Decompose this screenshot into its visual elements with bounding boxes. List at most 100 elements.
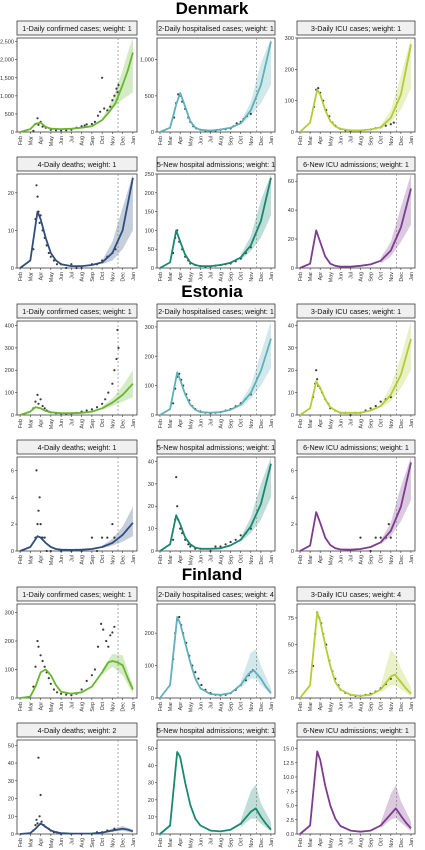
x-tick-label: Nov bbox=[249, 136, 255, 146]
x-tick-label: Feb bbox=[298, 702, 304, 711]
data-point bbox=[109, 634, 112, 637]
data-point bbox=[111, 382, 114, 385]
x-tick-label: Jul bbox=[208, 838, 214, 845]
x-tick-label: Aug bbox=[80, 419, 86, 429]
x-tick-label: Jan bbox=[269, 419, 275, 428]
data-point bbox=[107, 645, 110, 648]
panel-title: 3-Daily ICU cases; weight: 1 bbox=[311, 307, 401, 316]
panel-strip bbox=[156, 722, 276, 738]
data-point bbox=[36, 393, 39, 396]
y-tick-label: 6 bbox=[291, 468, 294, 474]
x-tick-label: Sep bbox=[90, 136, 96, 146]
x-tick-label: Sep bbox=[369, 555, 375, 565]
data-point bbox=[113, 369, 116, 372]
x-tick-label: Jan bbox=[409, 419, 415, 428]
panel-title: 2-Daily hospitalised cases; weight: 4 bbox=[158, 590, 274, 599]
y-tick-label: 500 bbox=[5, 112, 14, 118]
data-point bbox=[316, 378, 319, 381]
data-point bbox=[90, 536, 93, 539]
y-tick-label: 200 bbox=[5, 368, 14, 374]
data-point bbox=[379, 400, 382, 403]
x-tick-label: Mar bbox=[28, 555, 34, 564]
x-tick-label: Nov bbox=[389, 136, 395, 146]
panel-estonia-6: 6-New ICU admissions; weight: 1 0 2 4 6 Feb Ma… bbox=[291, 439, 416, 565]
panel-denmark-1: 1-Daily confirmed cases; weight: 1 0 500 1,… bbox=[0, 20, 138, 146]
x-tick-label: Aug bbox=[219, 272, 225, 282]
y-tick-label: 0 bbox=[291, 266, 294, 272]
y-tick-label: 250 bbox=[145, 172, 154, 178]
x-tick-label: Aug bbox=[219, 838, 225, 848]
x-tick-label: Apr bbox=[318, 272, 324, 281]
fit-line bbox=[20, 822, 134, 835]
x-tick-label: Jun bbox=[198, 136, 204, 145]
fit-line bbox=[159, 41, 272, 133]
y-tick-label: 1,000 bbox=[140, 58, 154, 64]
panel-strip bbox=[156, 156, 276, 172]
x-tick-label: Jan bbox=[409, 838, 415, 847]
data-point bbox=[105, 639, 108, 643]
data-point bbox=[101, 536, 104, 539]
x-tick-label: Jan bbox=[131, 555, 137, 564]
x-tick-label: Jan bbox=[131, 838, 137, 847]
y-tick-label: 75 bbox=[288, 616, 294, 622]
data-point bbox=[107, 391, 110, 394]
data-point bbox=[99, 110, 102, 113]
data-point bbox=[117, 83, 120, 87]
y-tick-label: 0 bbox=[291, 413, 294, 419]
country-title: Estonia bbox=[181, 282, 243, 301]
data-point bbox=[117, 346, 120, 349]
y-tick-label: 30 bbox=[8, 779, 14, 785]
uncertainty-band bbox=[240, 457, 271, 542]
x-tick-label: Feb bbox=[18, 838, 24, 847]
x-tick-label: Nov bbox=[110, 702, 116, 712]
y-tick-label: 40 bbox=[8, 761, 14, 767]
data-point bbox=[49, 682, 52, 685]
x-tick-label: Nov bbox=[389, 838, 395, 848]
y-tick-label: 40 bbox=[288, 208, 294, 214]
fit-line bbox=[299, 44, 412, 133]
fit-line bbox=[299, 462, 412, 552]
x-tick-label: Feb bbox=[18, 136, 24, 145]
panel-frame bbox=[156, 37, 276, 133]
y-tick-label: 0 bbox=[11, 130, 14, 136]
x-tick-label: Dec bbox=[121, 419, 127, 429]
y-tick-label: 0 bbox=[151, 413, 154, 419]
uncertainty-band bbox=[102, 653, 133, 694]
panel-strip bbox=[16, 439, 138, 455]
y-tick-label: 0 bbox=[11, 549, 14, 555]
y-tick-label: 100 bbox=[5, 668, 14, 674]
x-tick-label: Nov bbox=[389, 555, 395, 565]
x-tick-label: Mar bbox=[28, 136, 34, 145]
fit-line bbox=[159, 751, 272, 835]
x-tick-label: Apr bbox=[178, 136, 184, 145]
fit-line bbox=[159, 616, 272, 699]
x-tick-label: May bbox=[328, 136, 334, 146]
x-tick-label: Aug bbox=[80, 136, 86, 146]
x-tick-label: Nov bbox=[389, 419, 395, 429]
data-point bbox=[38, 221, 41, 224]
x-tick-label: Sep bbox=[229, 136, 235, 146]
x-tick-label: Feb bbox=[298, 838, 304, 847]
panel-frame bbox=[156, 173, 276, 269]
x-tick-label: Nov bbox=[110, 555, 116, 565]
x-tick-label: Oct bbox=[239, 555, 245, 564]
y-tick-label: 0 bbox=[151, 266, 154, 272]
y-tick-label: 30 bbox=[148, 482, 154, 488]
x-tick-label: Dec bbox=[399, 272, 405, 282]
x-tick-label: Mar bbox=[28, 272, 34, 281]
x-tick-label: Oct bbox=[379, 555, 385, 564]
x-tick-label: Oct bbox=[100, 555, 106, 564]
x-tick-label: Jun bbox=[338, 702, 344, 711]
x-tick-label: Feb bbox=[18, 702, 24, 711]
panel-frame bbox=[156, 320, 276, 416]
data-point bbox=[96, 114, 100, 117]
uncertainty-band bbox=[102, 38, 133, 122]
fit-line bbox=[19, 660, 134, 699]
data-point bbox=[214, 545, 217, 548]
data-point bbox=[34, 400, 37, 403]
x-tick-label: Mar bbox=[168, 136, 174, 145]
panel-title: 6-New ICU admissions; weight: 1 bbox=[303, 726, 409, 735]
x-tick-label: Apr bbox=[178, 555, 184, 564]
fit-line bbox=[299, 188, 412, 269]
